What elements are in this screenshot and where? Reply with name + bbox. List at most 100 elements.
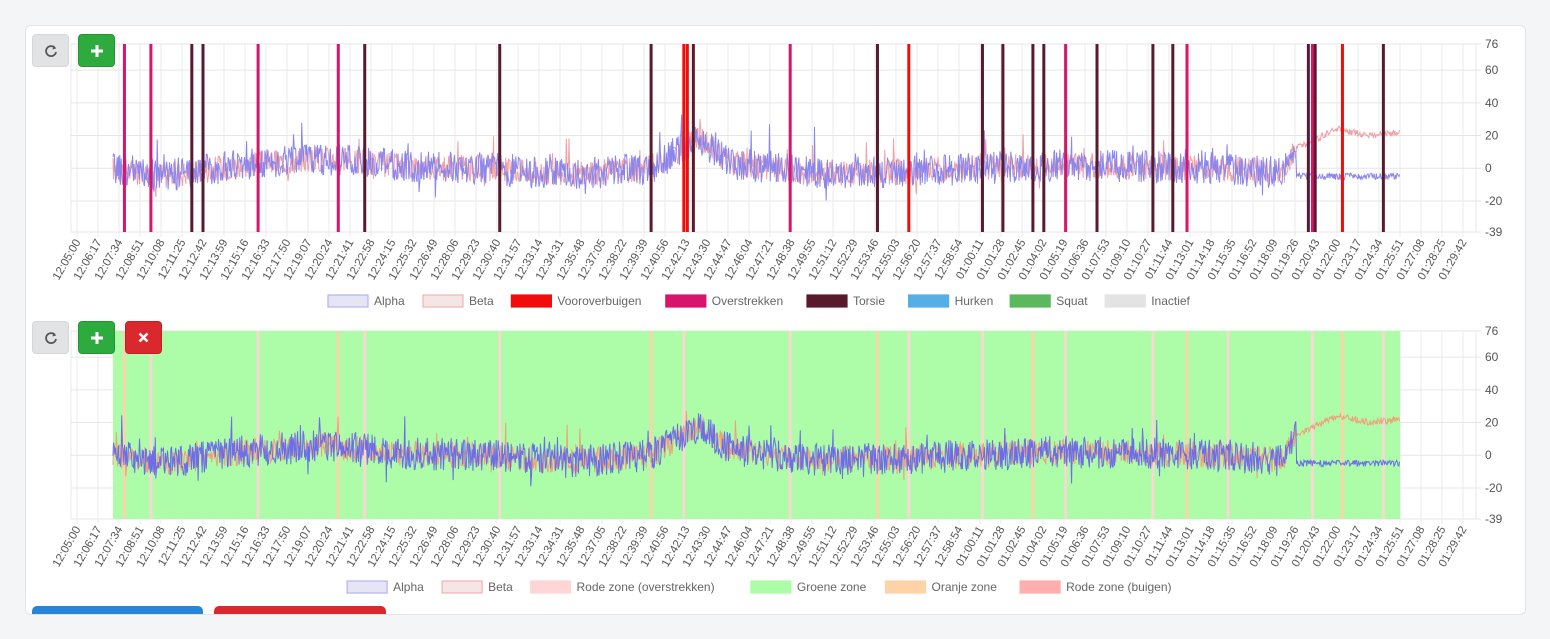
plus-icon — [90, 44, 103, 57]
chart2-reset-button[interactable] — [32, 321, 69, 354]
event-marker-torsie — [1151, 44, 1155, 232]
y-tick-label: 60 — [1485, 350, 1499, 364]
series-line-beta — [112, 118, 1400, 198]
y-tick-label: -39 — [1485, 225, 1503, 239]
event-marker-overstrekken — [256, 44, 260, 232]
chart2-remove-button[interactable] — [125, 321, 162, 354]
event-marker-overstrekken — [149, 44, 153, 232]
event-marker-torsie — [190, 44, 194, 232]
zone-stripe — [907, 331, 911, 519]
zone-stripe — [1310, 331, 1314, 519]
legend-swatch — [884, 580, 927, 594]
legend-swatch — [346, 580, 388, 594]
event-marker-torsie — [980, 44, 984, 232]
zone-stripe — [649, 331, 653, 519]
plus-icon — [90, 331, 103, 344]
zone-stripe — [1185, 331, 1189, 519]
event-marker-vooroverbuigen — [682, 44, 686, 232]
chart1-add-button[interactable] — [78, 34, 115, 67]
event-marker-torsie — [1095, 44, 1099, 232]
zone-stripe — [1340, 331, 1344, 519]
event-marker-torsie — [498, 44, 502, 232]
zone-stripe — [1064, 331, 1068, 519]
event-marker-torsie — [201, 44, 205, 232]
y-tick-label: 60 — [1485, 63, 1499, 77]
danger-action-button[interactable] — [214, 606, 386, 614]
y-tick-label: -20 — [1485, 194, 1503, 208]
legend-label: Rode zone (overstrekken) — [577, 580, 715, 594]
y-tick-label: 20 — [1485, 129, 1499, 143]
event-marker-overstrekken — [1064, 44, 1068, 232]
y-tick-label: 76 — [1485, 37, 1499, 51]
event-marker-torsie — [691, 44, 695, 232]
legend-swatch — [529, 580, 572, 594]
event-marker-torsie — [1042, 44, 1046, 232]
zone-stripe — [149, 331, 153, 519]
y-tick-label: 0 — [1485, 161, 1492, 175]
legend-label: Oranje zone — [932, 580, 998, 594]
y-tick-label: 40 — [1485, 383, 1499, 397]
zone-stripe — [875, 331, 879, 519]
legend-label: Torsie — [853, 294, 885, 308]
event-marker-torsie — [363, 44, 367, 232]
events-chart: 766040200-20-3912:05:0012:06:1712:07:341… — [51, 37, 1503, 308]
event-marker-torsie — [1313, 44, 1317, 232]
event-marker-torsie — [1171, 44, 1175, 232]
event-marker-torsie — [1001, 44, 1005, 232]
legend-swatch — [806, 294, 848, 308]
zone-stripe — [1031, 331, 1035, 519]
zone-stripe — [1381, 331, 1385, 519]
legend-label: Groene zone — [797, 580, 867, 594]
event-marker-overstrekken — [788, 44, 792, 232]
legend-swatch — [665, 294, 707, 308]
event-marker-overstrekken — [122, 44, 126, 232]
legend-swatch — [327, 294, 369, 308]
refresh-icon — [44, 331, 57, 344]
legend-label: Squat — [1056, 294, 1088, 308]
legend-label: Alpha — [374, 294, 405, 308]
legend-swatch — [441, 580, 483, 594]
legend-label: Overstrekken — [712, 294, 783, 308]
event-marker-overstrekken — [1185, 44, 1189, 232]
event-marker-torsie — [649, 44, 653, 232]
y-tick-label: 76 — [1485, 324, 1499, 338]
legend-swatch — [422, 294, 464, 308]
y-tick-label: -39 — [1485, 512, 1503, 526]
legend-label: Beta — [469, 294, 494, 308]
legend-label: Alpha — [393, 580, 424, 594]
zone-stripe — [122, 331, 126, 519]
event-marker-overstrekken — [336, 44, 340, 232]
legend-swatch — [907, 294, 950, 308]
primary-action-button[interactable] — [32, 606, 203, 614]
legend-label: Rode zone (buigen) — [1066, 580, 1171, 594]
green-zone-band — [113, 331, 1400, 519]
legend-label: Vooroverbuigen — [557, 294, 641, 308]
event-marker-torsie — [1381, 44, 1385, 232]
legend-swatch — [1104, 294, 1146, 308]
legend-swatch — [750, 580, 792, 594]
y-tick-label: 40 — [1485, 96, 1499, 110]
zone-stripe — [682, 331, 686, 519]
zone-stripe — [980, 331, 984, 519]
chart1-reset-button[interactable] — [32, 34, 69, 67]
legend-label: Inactief — [1151, 294, 1190, 308]
series-line-beta — [112, 410, 1400, 480]
event-marker-overstrekken — [1310, 44, 1314, 232]
chart2-add-button[interactable] — [78, 321, 115, 354]
legend-swatch — [1019, 580, 1061, 594]
zones-chart: 766040200-20-3912:05:0012:06:1712:07:341… — [51, 324, 1503, 594]
zone-stripe — [1226, 331, 1230, 519]
series-line-alpha — [112, 413, 1400, 487]
event-marker-vooroverbuigen — [685, 44, 689, 232]
close-icon — [138, 332, 149, 343]
legend-label: Hurken — [955, 294, 994, 308]
legend-swatch — [510, 294, 552, 308]
refresh-icon — [44, 44, 57, 57]
zone-stripe — [256, 331, 260, 519]
event-marker-torsie — [875, 44, 879, 232]
legend-swatch — [1009, 294, 1051, 308]
y-tick-label: 0 — [1485, 448, 1492, 462]
zone-stripe — [498, 331, 502, 519]
event-marker-torsie — [1306, 44, 1310, 232]
charts-card: 76 60 40 20 0 -20 -39 12:05:00 12:06:17 12:07:34 1… — [25, 25, 1526, 615]
